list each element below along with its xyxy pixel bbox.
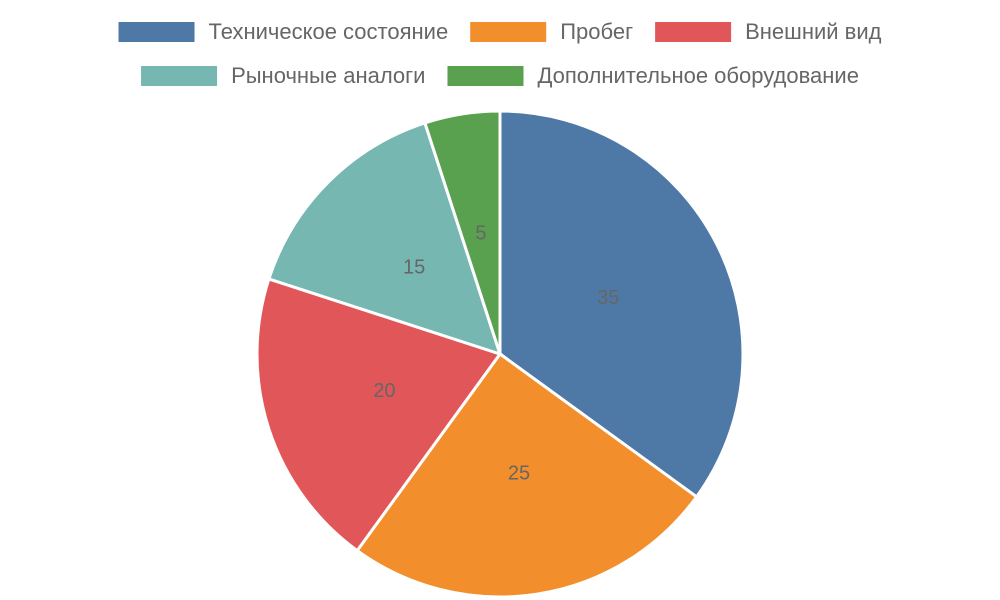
data-label: 5 xyxy=(475,222,486,244)
legend-swatch xyxy=(447,66,524,86)
pie-slice xyxy=(423,109,502,355)
data-label: 35 xyxy=(597,287,619,309)
legend-label: Техническое состояние xyxy=(209,19,449,44)
pie-slice xyxy=(355,351,699,599)
legend-swatch xyxy=(655,22,732,42)
legend-swatch xyxy=(118,22,195,42)
legend-label: Рыночные аналоги xyxy=(231,63,425,88)
data-label: 15 xyxy=(403,256,425,278)
legend-label: Дополнительное оборудование xyxy=(537,63,858,88)
data-label: 20 xyxy=(373,380,395,402)
legend-label: Пробег xyxy=(560,19,633,44)
legend-row: Рыночные аналоги Дополнительное оборудова… xyxy=(141,63,859,88)
data-label: 25 xyxy=(508,462,530,484)
pie-slice xyxy=(255,277,503,553)
legend-swatch xyxy=(141,66,218,86)
legend-row: Техническое состояние Пробег Внешний вид xyxy=(118,19,882,44)
legend-swatch xyxy=(470,22,547,42)
pie-slice xyxy=(498,109,745,499)
legend-label: Внешний вид xyxy=(745,19,882,44)
